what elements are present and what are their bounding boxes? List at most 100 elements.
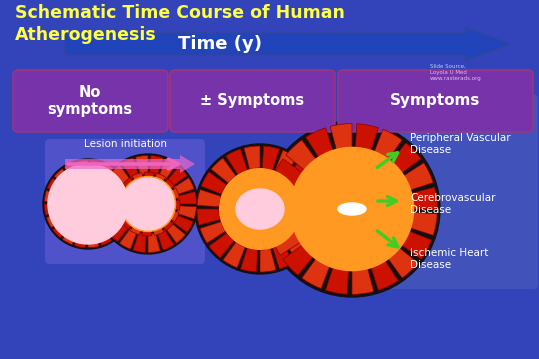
Wedge shape — [298, 218, 313, 236]
Wedge shape — [209, 232, 236, 258]
Wedge shape — [355, 124, 378, 159]
Wedge shape — [299, 178, 315, 197]
Wedge shape — [227, 175, 243, 190]
Wedge shape — [391, 182, 406, 200]
Ellipse shape — [122, 178, 174, 230]
FancyArrow shape — [65, 27, 510, 61]
Wedge shape — [121, 216, 135, 229]
FancyBboxPatch shape — [13, 70, 168, 132]
Circle shape — [43, 159, 133, 249]
Wedge shape — [103, 176, 124, 193]
Circle shape — [264, 121, 440, 297]
Wedge shape — [403, 187, 437, 209]
Text: Lesion initiation: Lesion initiation — [84, 139, 167, 149]
Wedge shape — [402, 212, 437, 236]
Wedge shape — [396, 202, 407, 220]
Wedge shape — [59, 198, 70, 208]
Wedge shape — [368, 253, 398, 290]
Wedge shape — [46, 212, 65, 228]
Wedge shape — [53, 220, 71, 238]
Wedge shape — [162, 179, 175, 192]
Wedge shape — [96, 227, 112, 246]
Wedge shape — [154, 173, 166, 186]
Wedge shape — [252, 239, 265, 250]
Wedge shape — [220, 186, 234, 201]
Wedge shape — [298, 193, 323, 209]
Text: Schematic Time Course of Human: Schematic Time Course of Human — [15, 4, 345, 22]
Wedge shape — [268, 169, 283, 183]
Wedge shape — [197, 190, 223, 207]
Wedge shape — [100, 181, 112, 194]
Wedge shape — [123, 177, 136, 191]
Wedge shape — [167, 188, 179, 200]
Wedge shape — [110, 165, 130, 185]
Circle shape — [220, 169, 300, 249]
Wedge shape — [93, 176, 104, 188]
Text: Ischemic Heart
Disease: Ischemic Heart Disease — [410, 248, 488, 270]
Circle shape — [121, 177, 176, 232]
Wedge shape — [142, 225, 152, 236]
Wedge shape — [133, 233, 146, 252]
Ellipse shape — [236, 189, 284, 229]
Wedge shape — [201, 172, 229, 195]
Wedge shape — [64, 215, 77, 227]
Text: No
symptoms: No symptoms — [47, 85, 133, 117]
Wedge shape — [99, 216, 111, 228]
Wedge shape — [260, 247, 276, 272]
Wedge shape — [267, 209, 301, 231]
Ellipse shape — [338, 203, 366, 215]
Wedge shape — [322, 246, 340, 262]
Wedge shape — [274, 150, 297, 177]
Wedge shape — [385, 143, 421, 178]
Wedge shape — [116, 208, 129, 220]
Wedge shape — [352, 260, 374, 294]
Wedge shape — [330, 123, 352, 158]
Wedge shape — [279, 177, 294, 192]
Wedge shape — [159, 159, 176, 180]
Wedge shape — [240, 246, 258, 272]
Circle shape — [98, 154, 198, 254]
Wedge shape — [226, 226, 241, 241]
Wedge shape — [389, 221, 405, 239]
Wedge shape — [226, 149, 248, 176]
Wedge shape — [104, 221, 122, 239]
Wedge shape — [395, 228, 432, 259]
Wedge shape — [223, 241, 246, 268]
Wedge shape — [104, 209, 116, 220]
Wedge shape — [379, 166, 398, 184]
Wedge shape — [170, 200, 180, 210]
Wedge shape — [172, 215, 193, 233]
Wedge shape — [341, 253, 359, 264]
Wedge shape — [100, 204, 119, 216]
Wedge shape — [286, 217, 300, 232]
FancyBboxPatch shape — [170, 70, 335, 132]
Wedge shape — [240, 169, 254, 182]
Wedge shape — [153, 223, 164, 236]
Wedge shape — [361, 248, 379, 263]
Wedge shape — [293, 175, 320, 197]
Wedge shape — [177, 206, 196, 219]
Wedge shape — [302, 252, 333, 289]
Wedge shape — [325, 155, 343, 170]
Wedge shape — [120, 228, 137, 249]
Wedge shape — [122, 158, 139, 179]
Wedge shape — [396, 163, 433, 193]
Wedge shape — [54, 169, 72, 187]
Wedge shape — [377, 237, 395, 255]
Wedge shape — [200, 221, 227, 243]
Wedge shape — [272, 159, 309, 190]
Wedge shape — [44, 204, 62, 215]
Wedge shape — [165, 223, 185, 243]
Wedge shape — [255, 168, 268, 178]
Wedge shape — [307, 234, 324, 252]
Wedge shape — [219, 201, 230, 214]
Wedge shape — [130, 222, 142, 235]
Wedge shape — [117, 186, 130, 198]
Wedge shape — [220, 215, 233, 229]
Wedge shape — [63, 226, 78, 245]
Wedge shape — [364, 156, 383, 172]
Wedge shape — [283, 240, 319, 275]
Wedge shape — [244, 146, 260, 171]
Wedge shape — [167, 167, 187, 186]
Wedge shape — [77, 160, 88, 178]
